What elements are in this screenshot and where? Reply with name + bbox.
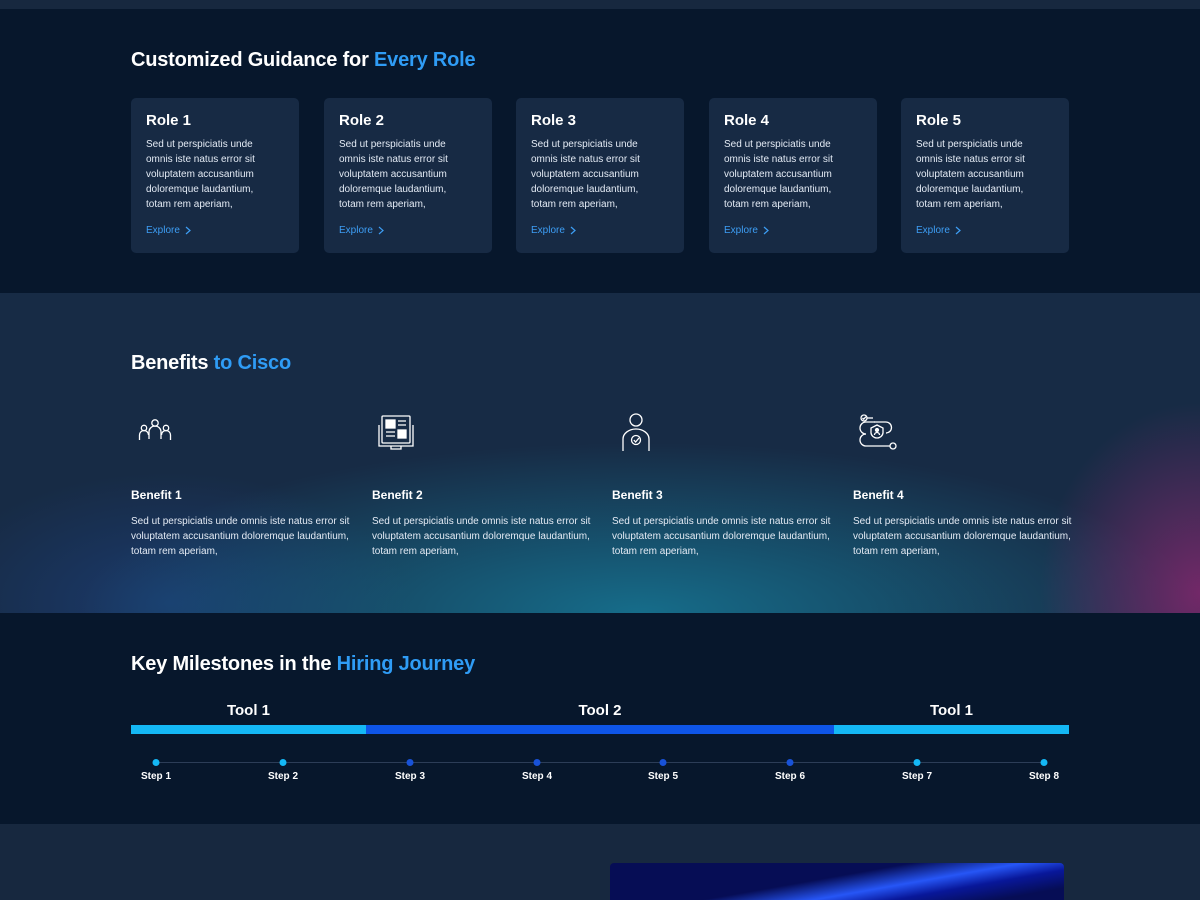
step-label: Step 7 bbox=[901, 771, 933, 782]
role-card: Role 5 Sed ut perspiciatis unde omnis is… bbox=[901, 98, 1069, 253]
roles-title-accent: Every Role bbox=[374, 49, 476, 71]
role-title: Role 5 bbox=[916, 112, 962, 129]
benefits-title-main: Benefits bbox=[131, 352, 214, 374]
explore-label: Explore bbox=[339, 225, 373, 236]
tool-label: Tool 2 bbox=[578, 702, 622, 719]
step-dot bbox=[152, 759, 160, 766]
explore-label: Explore bbox=[146, 225, 180, 236]
step-label: Step 2 bbox=[267, 771, 299, 782]
step-label: Step 8 bbox=[1028, 771, 1060, 782]
step-label: Step 3 bbox=[394, 771, 426, 782]
step-dot bbox=[913, 759, 921, 766]
benefit-description: Sed ut perspiciatis unde omnis iste natu… bbox=[131, 516, 350, 557]
step-label: Step 4 bbox=[521, 771, 553, 782]
step-label: Step 6 bbox=[774, 771, 806, 782]
benefit-description: Sed ut perspiciatis unde omnis iste natu… bbox=[612, 516, 831, 557]
verified-user-icon bbox=[622, 413, 650, 451]
dashboard-screen-icon bbox=[378, 415, 414, 450]
role-title: Role 2 bbox=[339, 112, 385, 129]
benefit-item: Benefit 1 Sed ut perspiciatis unde omnis… bbox=[131, 411, 353, 559]
explore-label: Explore bbox=[531, 225, 565, 236]
benefits-section-title: Benefits to Cisco bbox=[131, 352, 291, 375]
role-description: Sed ut perspiciatis unde omnis iste natu… bbox=[339, 139, 448, 210]
top-strip bbox=[0, 0, 1200, 9]
explore-link[interactable]: Explore bbox=[531, 225, 577, 236]
step-dot bbox=[1040, 759, 1048, 766]
explore-link[interactable]: Explore bbox=[916, 225, 962, 236]
tool-bar bbox=[834, 725, 1069, 734]
step-label: Step 1 bbox=[140, 771, 172, 782]
step-dot bbox=[786, 759, 794, 766]
benefit-description: Sed ut perspiciatis unde omnis iste natu… bbox=[372, 516, 591, 557]
benefits-section: Benefits to Cisco Benefit 1 Sed ut persp… bbox=[0, 293, 1200, 613]
explore-label: Explore bbox=[724, 225, 758, 236]
benefit-title: Benefit 2 bbox=[372, 488, 423, 502]
role-card: Role 1 Sed ut perspiciatis unde omnis is… bbox=[131, 98, 299, 253]
role-title: Role 3 bbox=[531, 112, 577, 129]
benefits-title-accent: to Cisco bbox=[213, 352, 291, 374]
chevron-right-icon bbox=[185, 226, 191, 235]
benefit-item: Benefit 4 Sed ut perspiciatis unde omnis… bbox=[853, 411, 1075, 559]
step-dot bbox=[279, 759, 287, 766]
explore-link[interactable]: Explore bbox=[146, 225, 192, 236]
roles-section: Customized Guidance for Every Role Role … bbox=[0, 9, 1200, 293]
milestones-title-accent: Hiring Journey bbox=[336, 653, 476, 675]
explore-label: Explore bbox=[916, 225, 950, 236]
explore-link[interactable]: Explore bbox=[724, 225, 770, 236]
tool-bar bbox=[366, 725, 834, 734]
roles-title-main: Customized Guidance for bbox=[131, 49, 375, 71]
tool-label: Tool 1 bbox=[226, 702, 271, 719]
step-dot bbox=[533, 759, 541, 766]
hero-media-card bbox=[610, 863, 1064, 900]
next-section bbox=[0, 824, 1200, 900]
tool-bar bbox=[131, 725, 366, 734]
roles-section-title: Customized Guidance for Every Role bbox=[131, 49, 476, 72]
step-dot bbox=[659, 759, 667, 766]
explore-link[interactable]: Explore bbox=[339, 225, 385, 236]
milestones-section: Key Milestones in the Hiring Journey Too… bbox=[0, 613, 1200, 824]
role-card: Role 2 Sed ut perspiciatis unde omnis is… bbox=[324, 98, 492, 253]
timeline-track bbox=[156, 762, 1044, 763]
step-label: Step 5 bbox=[647, 771, 679, 782]
tool-label: Tool 1 bbox=[929, 702, 974, 719]
role-description: Sed ut perspiciatis unde omnis iste natu… bbox=[724, 139, 833, 210]
step-dot bbox=[406, 759, 414, 766]
milestones-section-title: Key Milestones in the Hiring Journey bbox=[131, 653, 475, 676]
benefit-description: Sed ut perspiciatis unde omnis iste natu… bbox=[853, 516, 1072, 557]
team-icon bbox=[138, 419, 172, 440]
role-title: Role 1 bbox=[146, 112, 192, 129]
chevron-right-icon bbox=[955, 226, 961, 235]
role-card: Role 3 Sed ut perspiciatis unde omnis is… bbox=[516, 98, 684, 253]
role-description: Sed ut perspiciatis unde omnis iste natu… bbox=[531, 139, 640, 210]
role-description: Sed ut perspiciatis unde omnis iste natu… bbox=[916, 139, 1025, 210]
chevron-right-icon bbox=[570, 226, 576, 235]
workflow-shield-icon bbox=[859, 414, 897, 450]
chevron-right-icon bbox=[378, 226, 384, 235]
benefit-item: Benefit 3 Sed ut perspiciatis unde omnis… bbox=[612, 411, 834, 559]
benefit-title: Benefit 3 bbox=[612, 488, 663, 502]
benefit-item: Benefit 2 Sed ut perspiciatis unde omnis… bbox=[372, 411, 594, 559]
benefit-title: Benefit 1 bbox=[131, 488, 182, 502]
role-card: Role 4 Sed ut perspiciatis unde omnis is… bbox=[709, 98, 877, 253]
milestones-title-main: Key Milestones in the bbox=[131, 653, 337, 675]
benefit-title: Benefit 4 bbox=[853, 488, 904, 502]
chevron-right-icon bbox=[763, 226, 769, 235]
role-title: Role 4 bbox=[724, 112, 770, 129]
role-description: Sed ut perspiciatis unde omnis iste natu… bbox=[146, 139, 255, 210]
